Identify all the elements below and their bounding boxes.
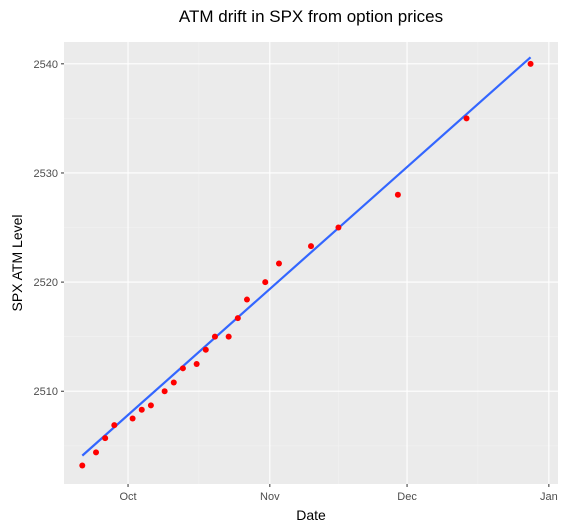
- x-axis-title: Date: [296, 507, 326, 523]
- y-tick-label: 2540: [34, 59, 58, 71]
- x-tick-label: Nov: [260, 491, 280, 503]
- data-point: [335, 224, 342, 231]
- x-tick-label: Oct: [119, 491, 136, 503]
- data-point: [394, 191, 401, 198]
- chart-title: ATM drift in SPX from option prices: [179, 7, 443, 26]
- fit-line-layer: [81, 56, 532, 457]
- x-tick-label: Dec: [397, 491, 417, 503]
- fit-line: [81, 56, 532, 457]
- minor-gridlines: [64, 42, 558, 484]
- data-point: [308, 243, 314, 250]
- data-point: [102, 435, 109, 442]
- data-point: [275, 260, 282, 267]
- data-point: [170, 379, 177, 386]
- y-tick-label: 2530: [34, 168, 58, 180]
- y-axis-title: SPX ATM Level: [9, 214, 25, 311]
- plot-panel: [64, 42, 558, 484]
- data-point: [262, 279, 269, 286]
- data-point: [463, 115, 470, 122]
- major-gridlines: [64, 42, 558, 484]
- data-points: [79, 60, 534, 469]
- y-tick-label: 2510: [34, 386, 58, 398]
- y-axis: 2510 2520 2530 2540: [34, 59, 64, 398]
- y-tick-label: 2520: [34, 277, 58, 289]
- data-point: [147, 402, 154, 409]
- data-point: [234, 315, 241, 322]
- data-point: [161, 388, 168, 395]
- data-point: [111, 422, 118, 429]
- data-point: [93, 449, 100, 456]
- data-point: [527, 60, 534, 67]
- data-point: [129, 415, 136, 422]
- x-axis: Oct Nov Dec Jan: [119, 484, 558, 503]
- data-point: [193, 360, 200, 367]
- data-point: [179, 365, 186, 372]
- data-point: [211, 333, 218, 340]
- data-point: [243, 296, 250, 303]
- data-point: [202, 346, 209, 353]
- data-point: [225, 333, 232, 340]
- data-point: [138, 406, 145, 413]
- data-point: [79, 462, 86, 469]
- x-tick-label: Jan: [540, 491, 558, 503]
